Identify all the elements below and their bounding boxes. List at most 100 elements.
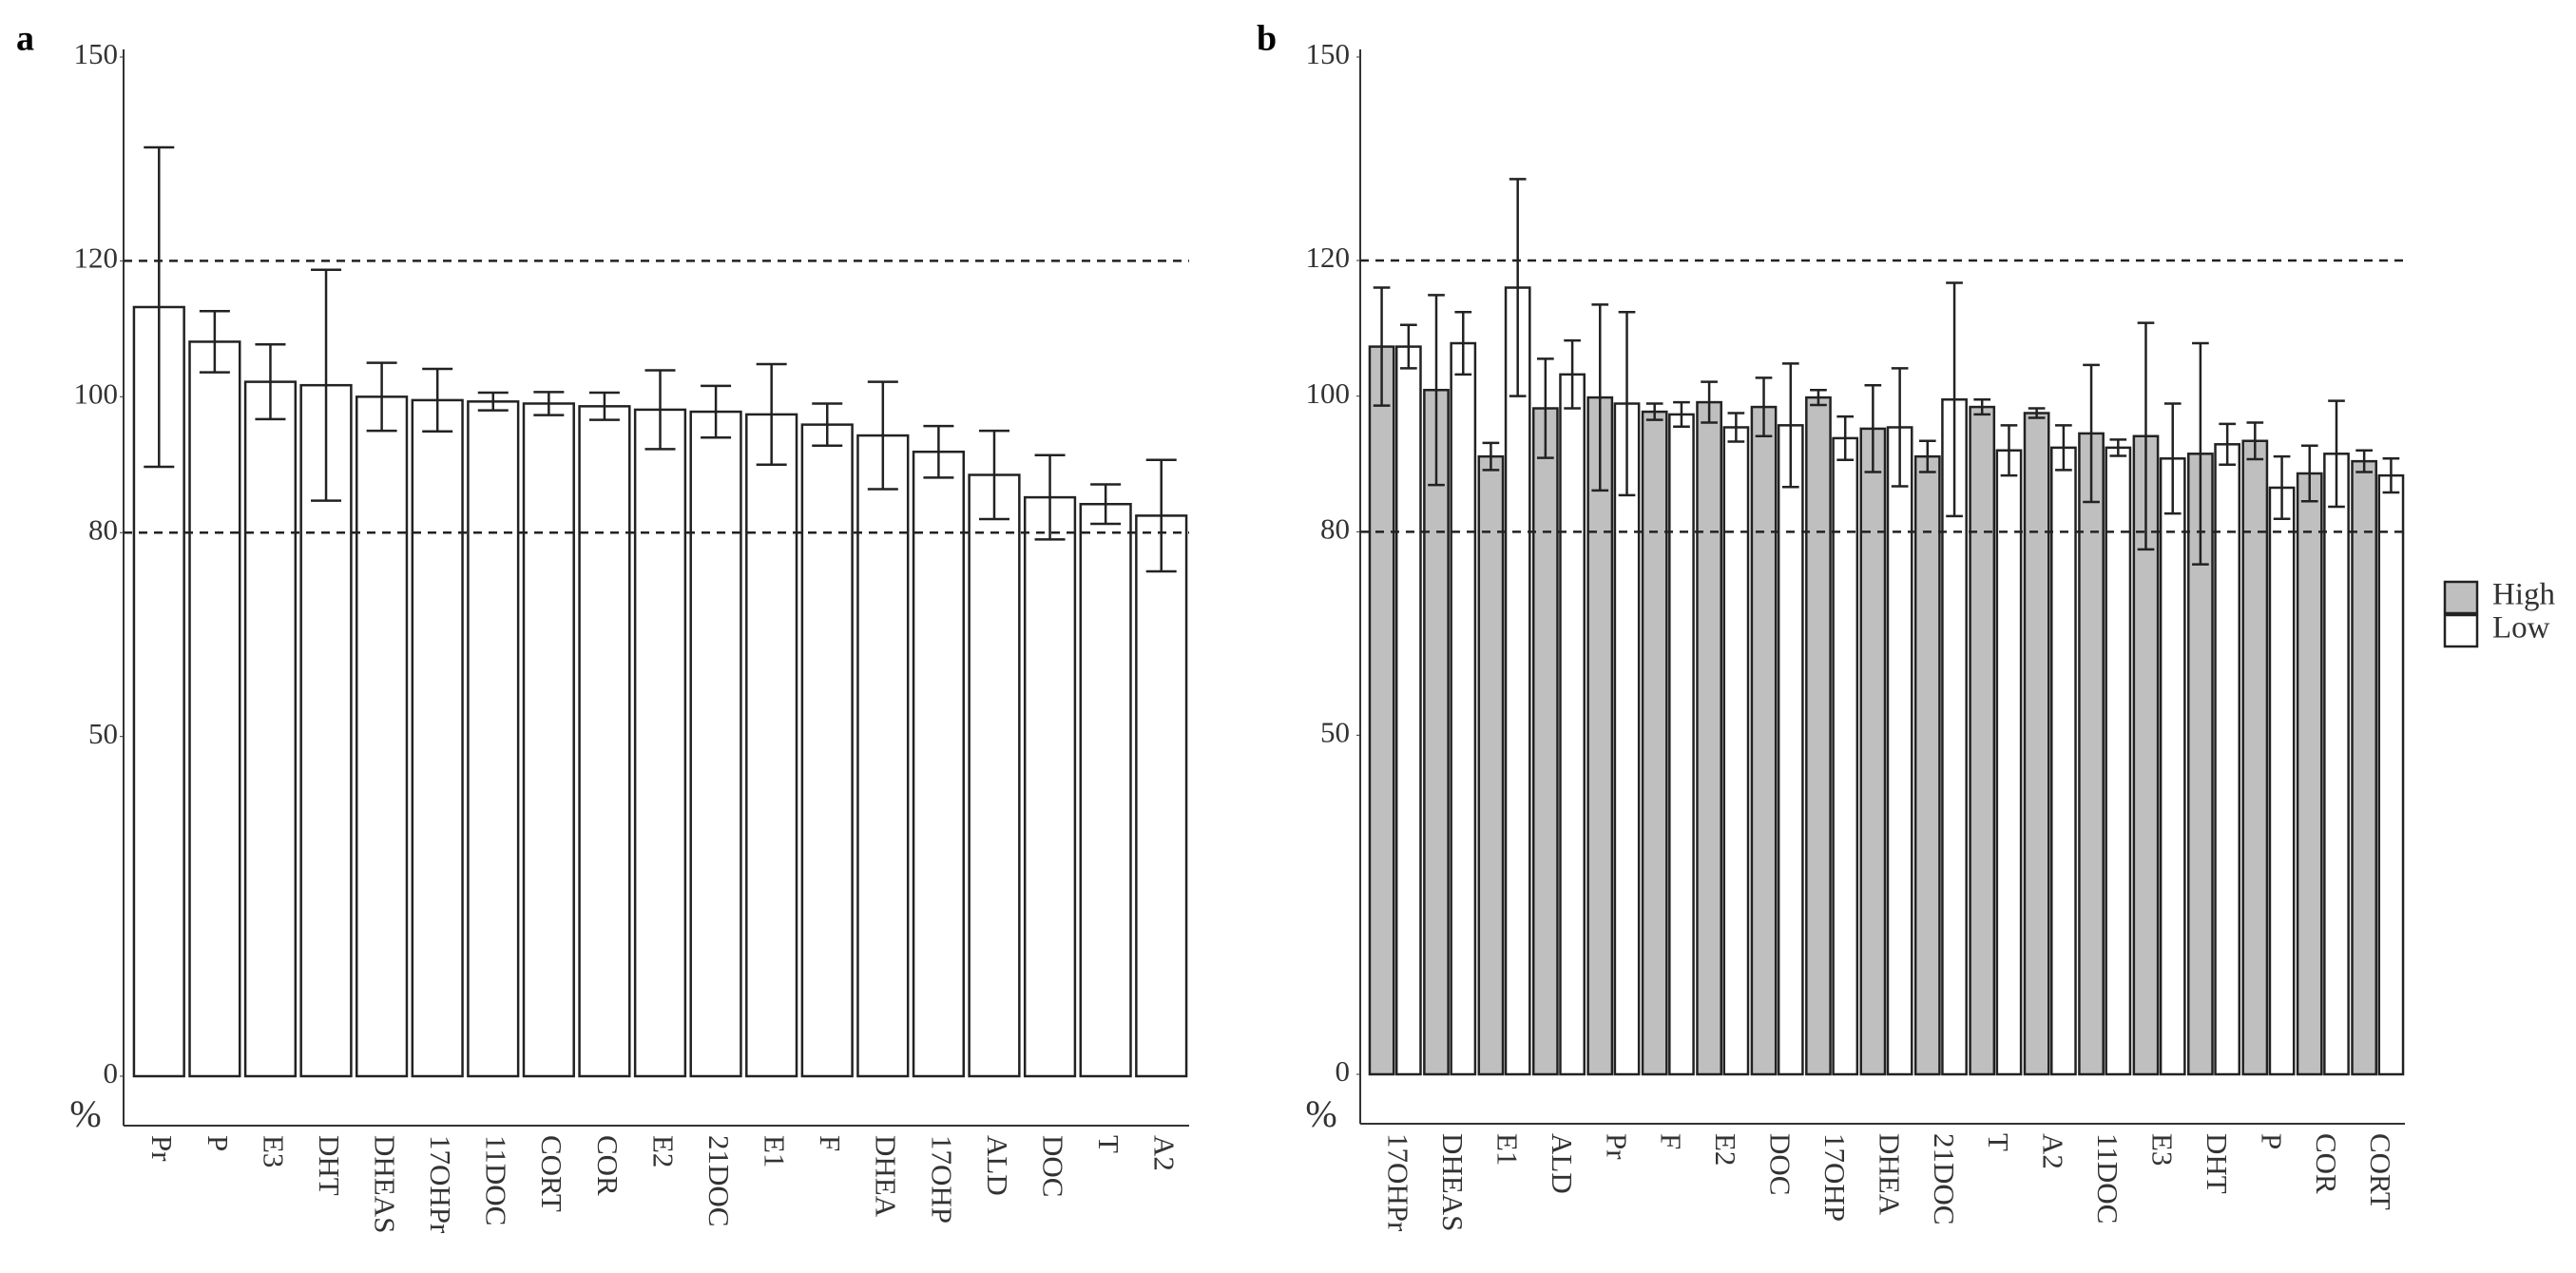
y-tick-label: 100 [74, 376, 119, 410]
bar [2078, 432, 2105, 1076]
bar [1641, 410, 1668, 1076]
x-tick-label: T [1092, 1135, 1125, 1153]
x-tick-label: DHT [2201, 1133, 2234, 1194]
bar [1531, 407, 1559, 1076]
y-tick-label: 50 [1320, 715, 1350, 748]
x-tick-label: 21DOC [1928, 1133, 1961, 1225]
x-tick-label: ALD [981, 1135, 1014, 1196]
bar [2296, 472, 2323, 1076]
x-tick-label: E3 [2145, 1133, 2179, 1166]
bar [2241, 439, 2269, 1076]
bar [1832, 436, 1859, 1076]
bar [1969, 405, 1996, 1076]
bar [745, 413, 798, 1078]
bar [1477, 454, 1505, 1076]
x-tick-label: E2 [1709, 1133, 1742, 1166]
bar [1886, 426, 1913, 1076]
x-tick-label: 17OHP [925, 1135, 958, 1224]
x-tick-label: 17OHP [1818, 1133, 1852, 1222]
bar [1368, 345, 1395, 1076]
x-tick-label: DHEAS [368, 1135, 401, 1233]
y-tick-label: 150 [1306, 37, 1351, 70]
y-tick-label: 0 [104, 1056, 119, 1090]
x-tick-label: E3 [257, 1135, 290, 1167]
x-tick-label: A2 [2037, 1133, 2070, 1169]
bar [1777, 424, 1804, 1076]
bar [299, 383, 353, 1078]
x-tick-label: DHT [313, 1135, 346, 1196]
bar [1805, 395, 1832, 1076]
y-tick-label: 0 [1336, 1054, 1351, 1088]
bar [1504, 286, 1531, 1076]
bar [1613, 402, 1641, 1076]
x-tick-label: 11DOC [480, 1135, 513, 1225]
x-tick-label: ALD [1546, 1133, 1579, 1194]
y-tick-label: 80 [1320, 511, 1350, 545]
panel-label: b [1257, 19, 1277, 59]
bar [578, 405, 631, 1078]
x-tick-label: E2 [646, 1135, 680, 1167]
x-tick-label: COR [591, 1135, 625, 1196]
x-tick-label: DOC [1764, 1133, 1797, 1195]
legend-swatch [2443, 580, 2479, 615]
x-tick-label: P [202, 1135, 235, 1151]
bar [188, 340, 241, 1078]
x-tick-label: DHEA [1873, 1133, 1906, 1216]
bar [2377, 473, 2405, 1076]
y-tick-label: 80 [88, 512, 118, 546]
y-tick-label: 120 [74, 241, 119, 275]
x-tick-label: A2 [1148, 1135, 1182, 1171]
x-tick-label: E1 [1490, 1133, 1524, 1166]
panel-label: a [16, 19, 34, 59]
y-tick-label: 150 [74, 37, 119, 70]
bar [2323, 453, 2350, 1076]
x-tick-label: COR [2310, 1133, 2343, 1194]
bar [243, 380, 298, 1078]
y-axis-label: % [69, 1092, 101, 1135]
legend-label: Low [2492, 611, 2550, 646]
bar [1913, 454, 1941, 1076]
x-tick-label: F [1655, 1133, 1688, 1149]
bar [355, 395, 409, 1078]
bar [2351, 459, 2378, 1076]
legend-label: High [2492, 578, 2556, 612]
bar [1450, 341, 1477, 1076]
bar [1586, 395, 1614, 1076]
x-tick-label: DHEAS [1436, 1133, 1470, 1231]
bar [1135, 514, 1188, 1078]
x-tick-label: CORT [535, 1135, 568, 1212]
bar [2214, 443, 2241, 1076]
x-tick-label: 11DOC [2091, 1133, 2124, 1224]
bar [968, 473, 1021, 1078]
bar [1394, 345, 1422, 1076]
x-tick-label: P [2255, 1133, 2288, 1149]
bar [1023, 495, 1077, 1078]
x-tick-label: DHEA [870, 1135, 903, 1218]
bar [2105, 446, 2132, 1076]
bar [1722, 426, 1750, 1076]
bar [522, 402, 575, 1078]
bar [2050, 446, 2077, 1076]
bar [2159, 457, 2186, 1076]
bar [1559, 373, 1586, 1076]
bar [467, 400, 520, 1078]
x-tick-label: Pr [1600, 1133, 1633, 1160]
bar [633, 408, 687, 1078]
bar [912, 450, 966, 1078]
bar [2268, 486, 2296, 1076]
bar [2023, 412, 2050, 1076]
x-tick-label: T [1982, 1133, 2015, 1151]
x-tick-label: CORT [2364, 1133, 2397, 1210]
bar [2132, 434, 2160, 1076]
x-tick-label: 17OHPr [1382, 1133, 1415, 1232]
bar [1696, 400, 1722, 1076]
bar [411, 398, 464, 1078]
y-tick-label: 50 [88, 717, 118, 750]
y-tick-label: 100 [1306, 376, 1351, 410]
x-tick-label: Pr [145, 1135, 179, 1162]
bar [1859, 427, 1887, 1076]
bar [1423, 388, 1450, 1076]
bar [689, 410, 742, 1078]
legend-swatch [2443, 613, 2479, 648]
x-tick-label: 21DOC [702, 1135, 736, 1226]
